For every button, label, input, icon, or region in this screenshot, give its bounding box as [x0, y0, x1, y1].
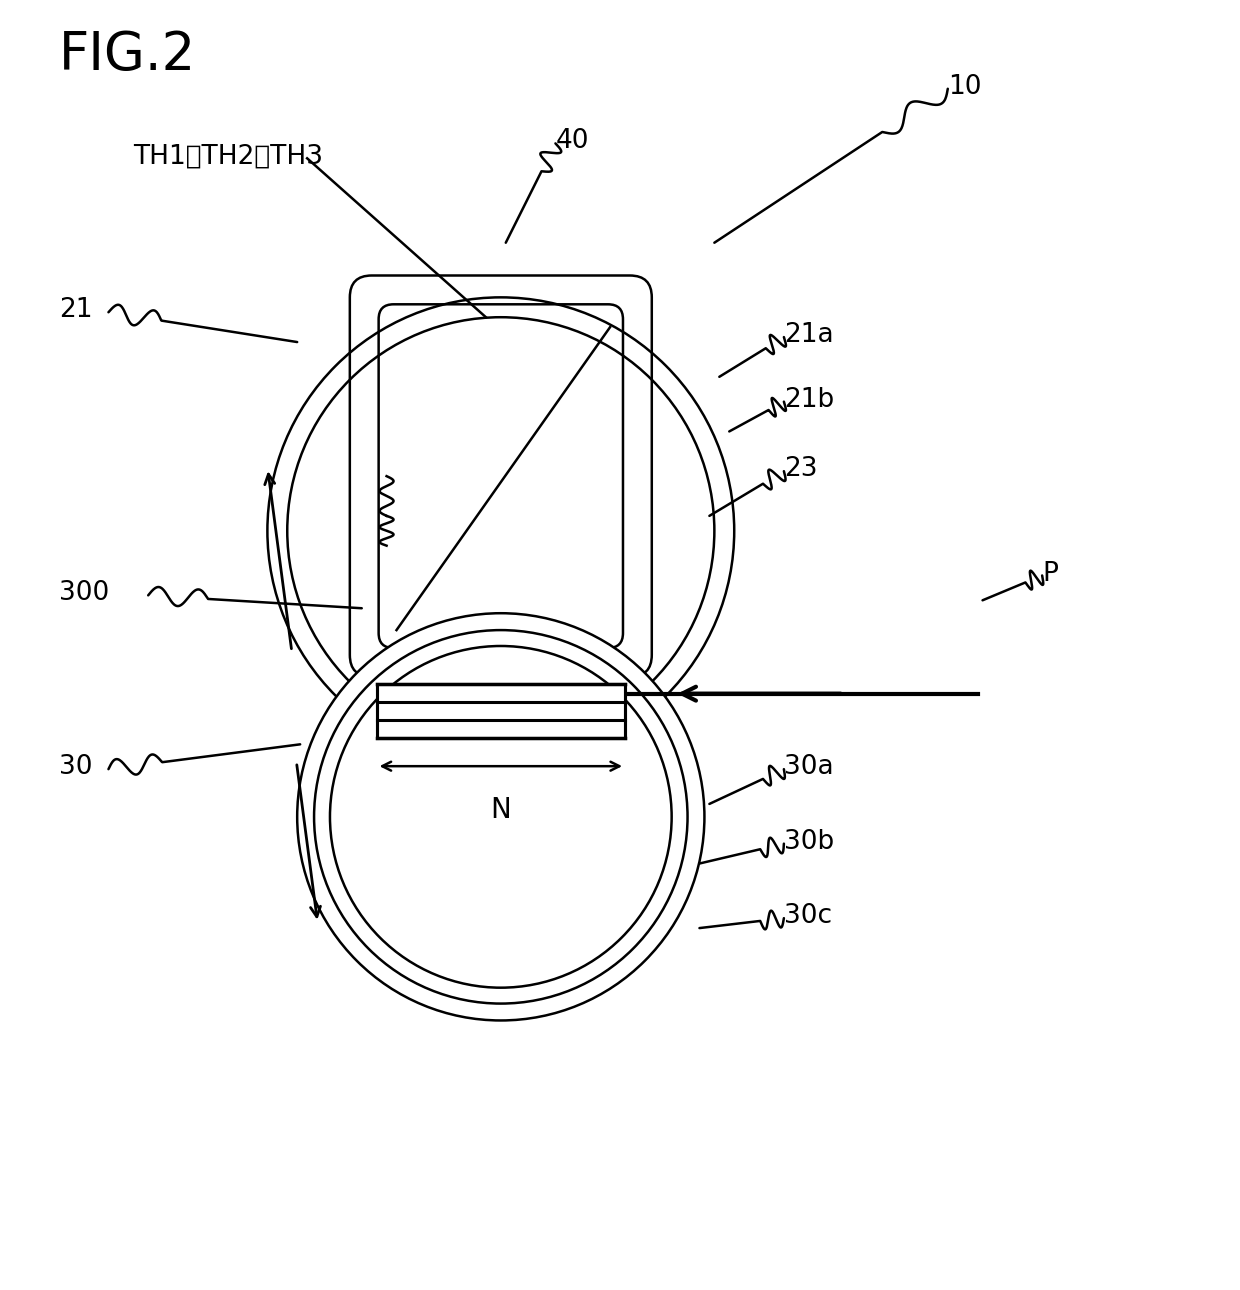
Text: 300: 300 — [58, 580, 109, 606]
Text: 30a: 30a — [784, 755, 833, 780]
Text: TH1、TH2、TH3: TH1、TH2、TH3 — [133, 143, 324, 169]
Text: 21b: 21b — [784, 387, 835, 413]
Text: FIG.2: FIG.2 — [58, 30, 196, 81]
Text: P: P — [1042, 561, 1058, 587]
Text: 23: 23 — [784, 457, 817, 482]
Circle shape — [298, 613, 704, 1020]
Circle shape — [487, 648, 513, 673]
Text: 10: 10 — [947, 74, 981, 99]
Text: 30: 30 — [58, 755, 92, 780]
Text: 40: 40 — [556, 129, 589, 155]
Text: 21a: 21a — [784, 322, 833, 348]
Text: N: N — [491, 796, 511, 824]
Text: 30b: 30b — [784, 828, 835, 855]
Text: 21: 21 — [58, 298, 92, 324]
Bar — [377, 684, 625, 738]
Text: 30c: 30c — [784, 903, 832, 929]
